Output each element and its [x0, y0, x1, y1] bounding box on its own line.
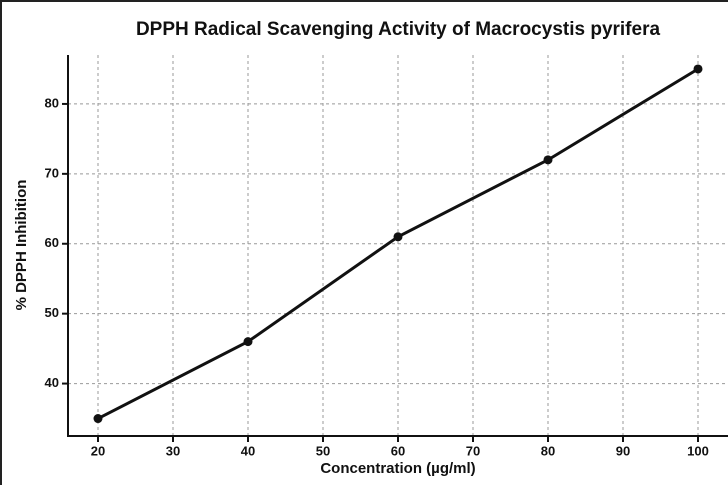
x-tick-label: 60: [391, 443, 405, 458]
x-tick-label: 80: [541, 443, 555, 458]
y-tick-label: 60: [45, 235, 59, 250]
x-tick-label: 100: [687, 443, 709, 458]
y-tick-label: 70: [45, 165, 59, 180]
x-tick-label: 90: [616, 443, 630, 458]
x-tick-label: 70: [466, 443, 480, 458]
chart-title: DPPH Radical Scavenging Activity of Macr…: [136, 19, 661, 40]
data-point: [393, 232, 403, 242]
y-tick-label: 40: [45, 375, 59, 390]
y-tick-label: 50: [45, 305, 59, 320]
x-tick-label: 40: [241, 443, 255, 458]
data-point: [693, 64, 703, 74]
data-point: [543, 155, 553, 165]
y-tick-label: 80: [45, 95, 59, 110]
data-point: [93, 414, 103, 424]
x-tick-label: 50: [316, 443, 330, 458]
x-tick-label: 20: [91, 443, 105, 458]
x-tick-label: 30: [166, 443, 180, 458]
x-axis-label: Concentration (µg/ml): [320, 460, 475, 477]
data-point: [243, 337, 253, 347]
y-axis-label: % DPPH Inhibition: [13, 180, 30, 311]
